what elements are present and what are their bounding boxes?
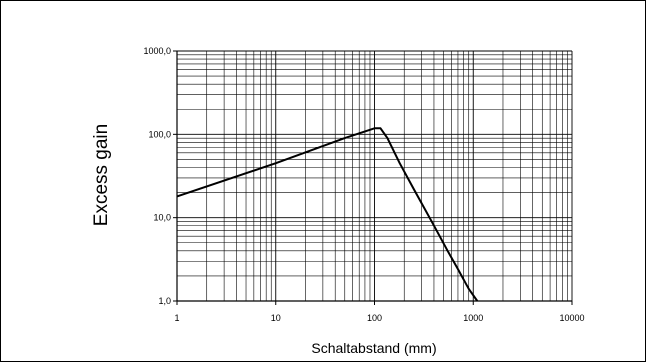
x-tick-label: 10000 [559, 313, 584, 323]
axes [173, 50, 573, 305]
series [176, 127, 479, 302]
x-tick-label: 10 [271, 313, 281, 323]
tick-labels: 1 10 100 1000 10000 1,0 10,0 100,0 1000,0 [143, 46, 584, 323]
x-tick-label: 100 [367, 313, 382, 323]
y-tick-label: 1000,0 [143, 46, 171, 56]
y-axis-label: Excess gain [91, 124, 112, 226]
y-tick-label: 10,0 [153, 213, 171, 223]
x-tick-label: 1000 [463, 313, 483, 323]
y-tick-label: 1,0 [158, 296, 171, 306]
x-tick-label: 1 [174, 313, 179, 323]
x-axis-label: Schaltabstand (mm) [311, 340, 436, 356]
y-tick-label: 100,0 [148, 129, 171, 139]
series-line [176, 127, 479, 302]
